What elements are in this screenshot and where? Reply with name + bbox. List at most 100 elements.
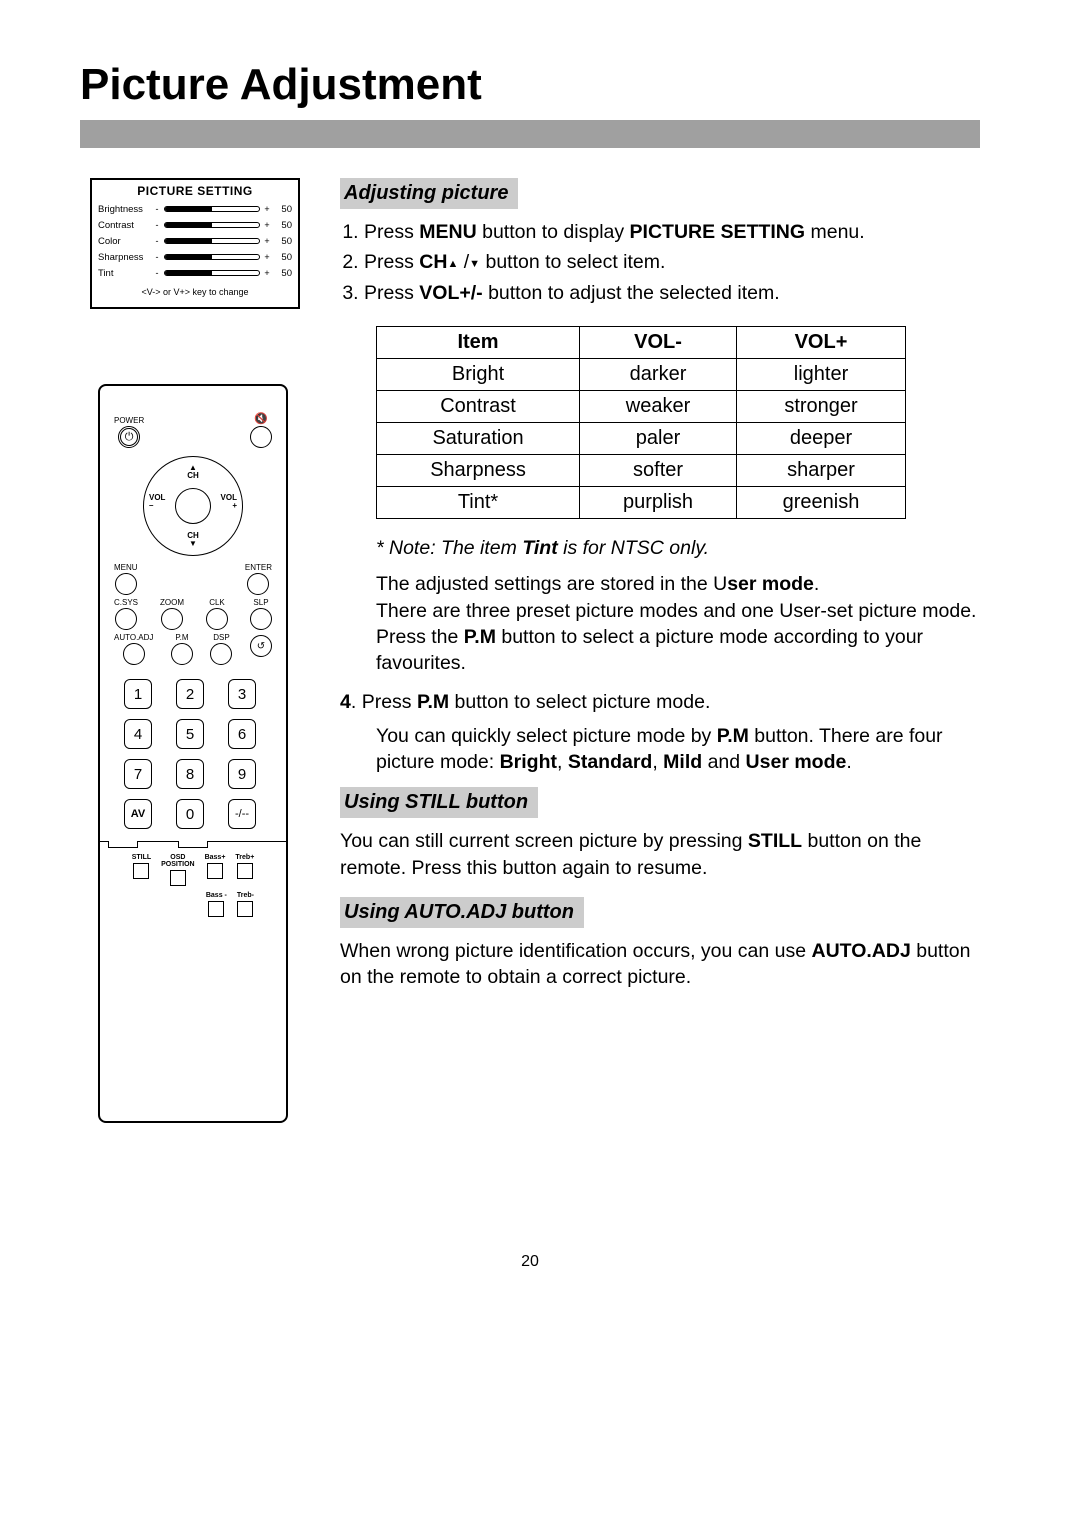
osd-row: Tint-+50 — [98, 265, 292, 281]
remote-fn-group: SLP — [250, 599, 272, 630]
remote-tiny-button — [207, 863, 223, 879]
autoadj-paragraph: When wrong picture identification occurs… — [340, 938, 980, 991]
osd-row-label: Tint — [98, 268, 150, 279]
osd-row: Contrast-+50 — [98, 217, 292, 233]
table-header: VOL- — [580, 326, 737, 358]
manual-page: Picture Adjustment PICTURE SETTING Brigh… — [0, 0, 1080, 1527]
mute-button — [250, 426, 272, 448]
remote-tiny-group: Bass+ — [205, 854, 226, 886]
num-button: 9 — [228, 759, 256, 789]
table-cell: darker — [580, 358, 737, 390]
plus-icon: + — [263, 204, 271, 214]
remote-fn-button — [161, 608, 183, 630]
menu-button — [115, 573, 137, 595]
remote-fn-label: C.SYS — [114, 599, 138, 607]
osd-row-label: Brightness — [98, 204, 150, 215]
remote-tiny-button — [208, 901, 224, 917]
vol-plus-bot: + — [232, 501, 237, 510]
osd-row: Color-+50 — [98, 233, 292, 249]
osd-row-value: 50 — [274, 204, 292, 215]
osd-row-label: Sharpness — [98, 252, 150, 263]
tint-note: * Note: The item Tint is for NTSC only. — [376, 535, 980, 561]
steps-list: Press MENU button to display PICTURE SET… — [340, 219, 980, 306]
table-cell: paler — [580, 422, 737, 454]
osd-slider — [164, 270, 260, 276]
num-button: 8 — [176, 759, 204, 789]
remote-tiny-group: OSDPOSITION — [161, 854, 194, 886]
num-button: 6 — [228, 719, 256, 749]
remote-tiny-label: Treb+ — [235, 854, 254, 861]
table-cell: Sharpness — [377, 454, 580, 486]
plus-icon: + — [263, 252, 271, 262]
remote-diagram: POWER ⏻ 🔇 ▲CH CH▼ VOL– VOL+ — [98, 384, 288, 1123]
num-button: 3 — [228, 679, 256, 709]
osd-title: PICTURE SETTING — [98, 184, 292, 198]
step-2: Press CH▲ /▼ button to select item. — [364, 249, 980, 275]
remote-divider — [100, 841, 286, 848]
remote-tiny-button — [133, 863, 149, 879]
osd-row-value: 50 — [274, 236, 292, 247]
mute-icon: 🔇 — [254, 414, 268, 425]
remote-fn-label: P.M — [175, 634, 188, 642]
page-title: Picture Adjustment — [80, 60, 980, 110]
plus-icon: + — [263, 268, 271, 278]
enter-button — [247, 573, 269, 595]
remote-tiny-button — [237, 863, 253, 879]
remote-fn-label: AUTO.ADJ — [114, 634, 153, 642]
down-triangle-icon: ▼ — [469, 257, 480, 272]
remote-fn-button — [250, 608, 272, 630]
decorative-bar — [80, 120, 980, 148]
remote-fn-group: ↺ — [250, 634, 272, 665]
minus-icon: - — [153, 220, 161, 230]
table-cell: Tint* — [377, 486, 580, 518]
user-mode-paragraph: The adjusted settings are stored in the … — [376, 571, 980, 676]
table-cell: Bright — [377, 358, 580, 390]
step-1: Press MENU button to display PICTURE SET… — [364, 219, 980, 245]
section-head-adjusting: Adjusting picture — [340, 178, 518, 209]
remote-fn-group: CLK — [206, 599, 228, 630]
table-cell: purplish — [580, 486, 737, 518]
step-3: Press VOL+/- button to adjust the select… — [364, 280, 980, 306]
osd-row: Brightness-+50 — [98, 201, 292, 217]
remote-tiny-label: OSDPOSITION — [161, 854, 194, 868]
remote-tiny-label: STILL — [132, 854, 151, 861]
osd-hint: <V-> or V+> key to change — [98, 287, 292, 297]
menu-label: MENU — [114, 564, 138, 572]
osd-row-value: 50 — [274, 220, 292, 231]
remote-fn-group: DSP — [210, 634, 232, 665]
table-cell: weaker — [580, 390, 737, 422]
down-arrow-icon: ▼ — [189, 539, 197, 548]
right-column: Adjusting picture Press MENU button to d… — [340, 178, 980, 991]
remote-tiny-label: Bass - — [206, 892, 227, 899]
minus-icon: - — [153, 236, 161, 246]
remote-fn-label: DSP — [213, 634, 229, 642]
plus-icon: + — [263, 220, 271, 230]
table-header: VOL+ — [737, 326, 906, 358]
remote-tiny-button — [170, 870, 186, 886]
adjustment-table: ItemVOL-VOL+ BrightdarkerlighterContrast… — [376, 326, 906, 519]
osd-row-label: Color — [98, 236, 150, 247]
remote-fn-group: C.SYS — [114, 599, 138, 630]
remote-tiny-label: Bass+ — [205, 854, 226, 861]
remote-fn-button — [123, 643, 145, 665]
table-cell: sharper — [737, 454, 906, 486]
remote-tiny-group: Treb+ — [235, 854, 254, 886]
remote-fn-button — [206, 608, 228, 630]
two-column-layout: PICTURE SETTING Brightness-+50Contrast-+… — [80, 178, 980, 1123]
remote-fn-group: ZOOM — [160, 599, 184, 630]
num-button: 1 — [124, 679, 152, 709]
remote-fn-button — [171, 643, 193, 665]
power-label: POWER — [114, 417, 144, 425]
power-button: ⏻ — [118, 426, 140, 448]
num-button: 5 — [176, 719, 204, 749]
still-paragraph: You can still current screen picture by … — [340, 828, 980, 881]
remote-fn-label: ZOOM — [160, 599, 184, 607]
up-triangle-icon: ▲ — [447, 257, 458, 272]
table-cell: lighter — [737, 358, 906, 390]
enter-label: ENTER — [245, 564, 272, 572]
section-head-autoadj: Using AUTO.ADJ button — [340, 897, 584, 928]
num-button: 4 — [124, 719, 152, 749]
table-cell: greenish — [737, 486, 906, 518]
dpad: ▲CH CH▼ VOL– VOL+ — [143, 456, 243, 556]
osd-slider — [164, 254, 260, 260]
